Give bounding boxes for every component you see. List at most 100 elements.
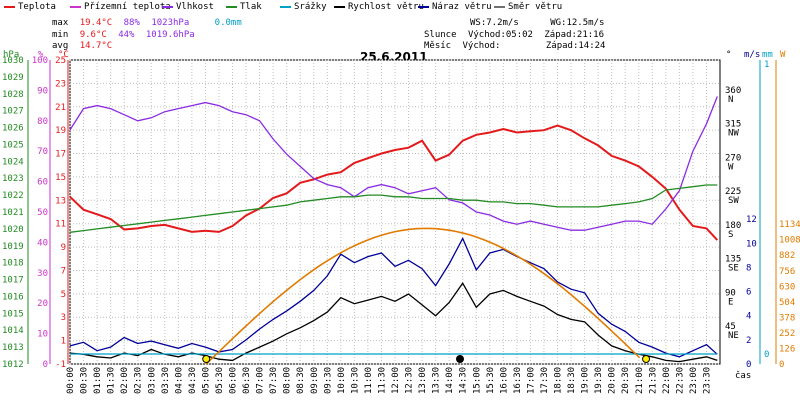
tick-label-compass: E [728, 297, 733, 307]
stats-avg-temp: 14.7°C [79, 41, 113, 51]
legend-label: Náraz větru [432, 2, 492, 12]
stats-max-temp: 19.4°C [79, 18, 113, 28]
tick-label-time: 10:00 [337, 367, 347, 394]
tick-label-time: 20:00 [608, 367, 618, 394]
tick-label-time: 06:30 [242, 367, 252, 394]
tick-label-time: 21:30 [648, 367, 658, 394]
tick-label-percent: 70 [37, 147, 48, 157]
tick-label-time: 20:30 [621, 367, 631, 394]
tick-label-percent: 10 [37, 330, 48, 340]
tick-label-ms: 8 [746, 263, 751, 273]
tick-label-hpa: 1013 [2, 343, 24, 353]
tick-label-time: 04:00 [174, 367, 184, 394]
legend-label: Rychlost větru [348, 2, 424, 12]
tick-label-compass: N [728, 95, 733, 105]
tick-label-time: 07:30 [269, 367, 279, 394]
tick-label-time: 02:30 [134, 367, 144, 394]
tick-label-time: 23:30 [702, 367, 712, 394]
legend-item: Teplota [4, 2, 56, 12]
tick-label-hpa: 1028 [2, 90, 24, 100]
moon-line: Měsíc Východ: Západ:14:24 [424, 41, 611, 51]
tick-label-time: 04:30 [188, 367, 198, 394]
tick-label-time: 08:00 [283, 367, 293, 394]
stats-min-hum: 44% [118, 30, 135, 40]
tick-label-hpa: 1029 [2, 73, 24, 83]
tick-label-hpa: 1015 [2, 309, 24, 319]
sunset-marker [642, 355, 651, 363]
legend-swatch [162, 5, 173, 8]
stats-max-pres: 1023hPa [151, 18, 190, 28]
tick-label-time: 17:00 [526, 367, 536, 394]
tick-label-celsius: 23 [55, 79, 66, 89]
tick-label-hpa: 1024 [2, 157, 24, 167]
tick-label-hpa: 1023 [2, 174, 24, 184]
tick-label-time: 13:00 [418, 367, 428, 394]
sun-set: Západ:21:16 [544, 30, 604, 40]
tick-label-direction: 45 [725, 322, 736, 332]
tick-label-hpa: 1012 [2, 360, 24, 370]
tick-label-time: 17:30 [540, 367, 550, 394]
sun-rise: Východ:05:02 [467, 30, 533, 40]
tick-label-compass: W [728, 162, 734, 172]
tick-label-compass: SW [728, 196, 739, 206]
tick-label-time: 03:30 [161, 367, 171, 394]
stats-max: max 19.4°C 88% 1023hPa 0.0mm [52, 18, 248, 28]
tick-label-ms: 6 [746, 288, 751, 298]
stats-avg-label: avg [52, 41, 69, 51]
tick-label-direction: 270 [725, 153, 741, 163]
tick-label-ms: 0 [746, 360, 751, 370]
legend-label: Vlhkost [176, 2, 214, 12]
wind-speed-line: WS:7.2m/s WG:12.5m/s [470, 18, 610, 28]
tick-label-time: 01:30 [107, 367, 117, 394]
axis-time-label: čas [735, 370, 751, 381]
tick-label-ms: 10 [746, 239, 757, 249]
tick-label-time: 02:00 [120, 367, 130, 394]
moon-label: Měsíc [424, 41, 452, 51]
tick-label-celsius: 9 [61, 243, 66, 253]
tick-label-percent: 40 [37, 238, 48, 248]
tick-label-time: 01:00 [93, 367, 103, 394]
legend-item: Srážky [280, 2, 327, 12]
stats-min: min 9.6°C 44% 1019.6hPa [52, 30, 201, 40]
tick-label-mm: 0 [764, 350, 769, 360]
tick-label-time: 10:30 [350, 367, 360, 394]
tick-label-time: 18:30 [567, 367, 577, 394]
legend-swatch [70, 5, 81, 8]
tick-label-wm2: 756 [779, 267, 795, 277]
stats-max-label: max [52, 18, 69, 28]
legend-swatch [334, 5, 345, 8]
tick-label-time: 11:30 [377, 367, 387, 394]
legend-item: Vlhkost [162, 2, 214, 12]
tick-label-time: 14:30 [459, 367, 469, 394]
legend-label: Směr větru [508, 2, 563, 12]
stats-min-label: min [52, 30, 69, 40]
axis-percent-label: % [38, 50, 44, 60]
legend-swatch [4, 5, 15, 8]
tick-label-hpa: 1016 [2, 292, 24, 302]
tick-label-hpa: 1017 [2, 276, 24, 286]
tick-label-time: 16:00 [499, 367, 509, 394]
tick-label-celsius: 11 [55, 220, 66, 230]
tick-label-direction: 135 [725, 255, 741, 265]
tick-label-hpa: 1025 [2, 140, 24, 150]
series-line-tlak [69, 184, 718, 233]
tick-label-time: 14:00 [445, 367, 455, 394]
tick-label-hpa: 1019 [2, 242, 24, 252]
tick-label-hpa: 1014 [2, 326, 24, 336]
series-line-náraz-větru [69, 237, 718, 358]
tick-label-compass: SE [728, 264, 739, 274]
tick-label-wm2: 378 [779, 313, 795, 323]
tick-label-hpa: 1021 [2, 208, 24, 218]
tick-label-celsius: 1 [61, 337, 66, 347]
tick-label-direction: 90 [725, 288, 736, 298]
legend-label: Tlak [240, 2, 262, 12]
tick-label-time: 22:00 [662, 367, 672, 394]
axis-ms-label: m/s [744, 50, 760, 60]
legend-label: Srážky [294, 2, 327, 12]
tick-label-compass: NE [728, 331, 739, 341]
plot-frame [69, 59, 721, 365]
tick-label-celsius: 3 [61, 313, 66, 323]
legend-item: Náraz větru [418, 2, 492, 12]
sun-line: Slunce Východ:05:02 Západ:21:16 [424, 30, 610, 40]
series-line-solar [205, 227, 641, 365]
